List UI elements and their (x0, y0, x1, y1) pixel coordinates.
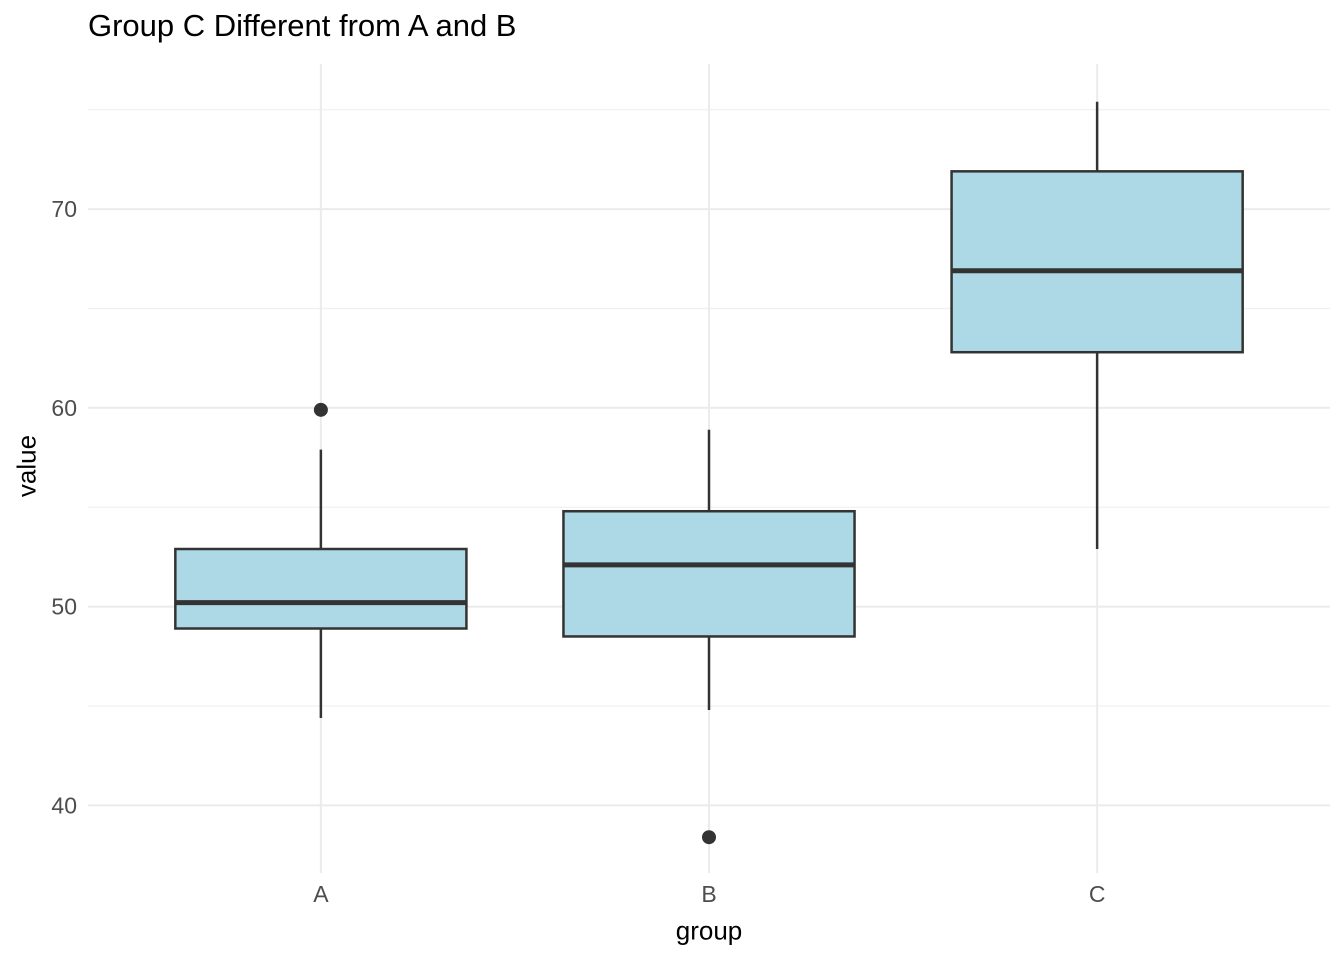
y-tick-label: 40 (51, 792, 77, 818)
x-tick-label: C (1089, 881, 1106, 907)
x-axis-title: group (675, 915, 743, 946)
iqr-box (174, 547, 468, 630)
box-group-B (562, 429, 856, 845)
y-tick-label: 70 (51, 196, 77, 222)
outlier-point (313, 402, 328, 417)
chart-title: Group C Different from A and B (88, 8, 517, 43)
iqr-box (950, 170, 1244, 354)
x-tick-label: A (313, 881, 329, 907)
y-tick-label: 60 (51, 395, 77, 421)
outlier-point (702, 830, 716, 845)
iqr-box (562, 509, 856, 638)
box-group-C (950, 101, 1244, 550)
box-group-A (174, 402, 468, 718)
y-tick-label: 50 (51, 594, 77, 620)
x-tick-label: B (701, 881, 716, 907)
x-tick-labels: A B C (313, 881, 1105, 907)
y-tick-labels: 40 50 60 70 (51, 196, 77, 818)
